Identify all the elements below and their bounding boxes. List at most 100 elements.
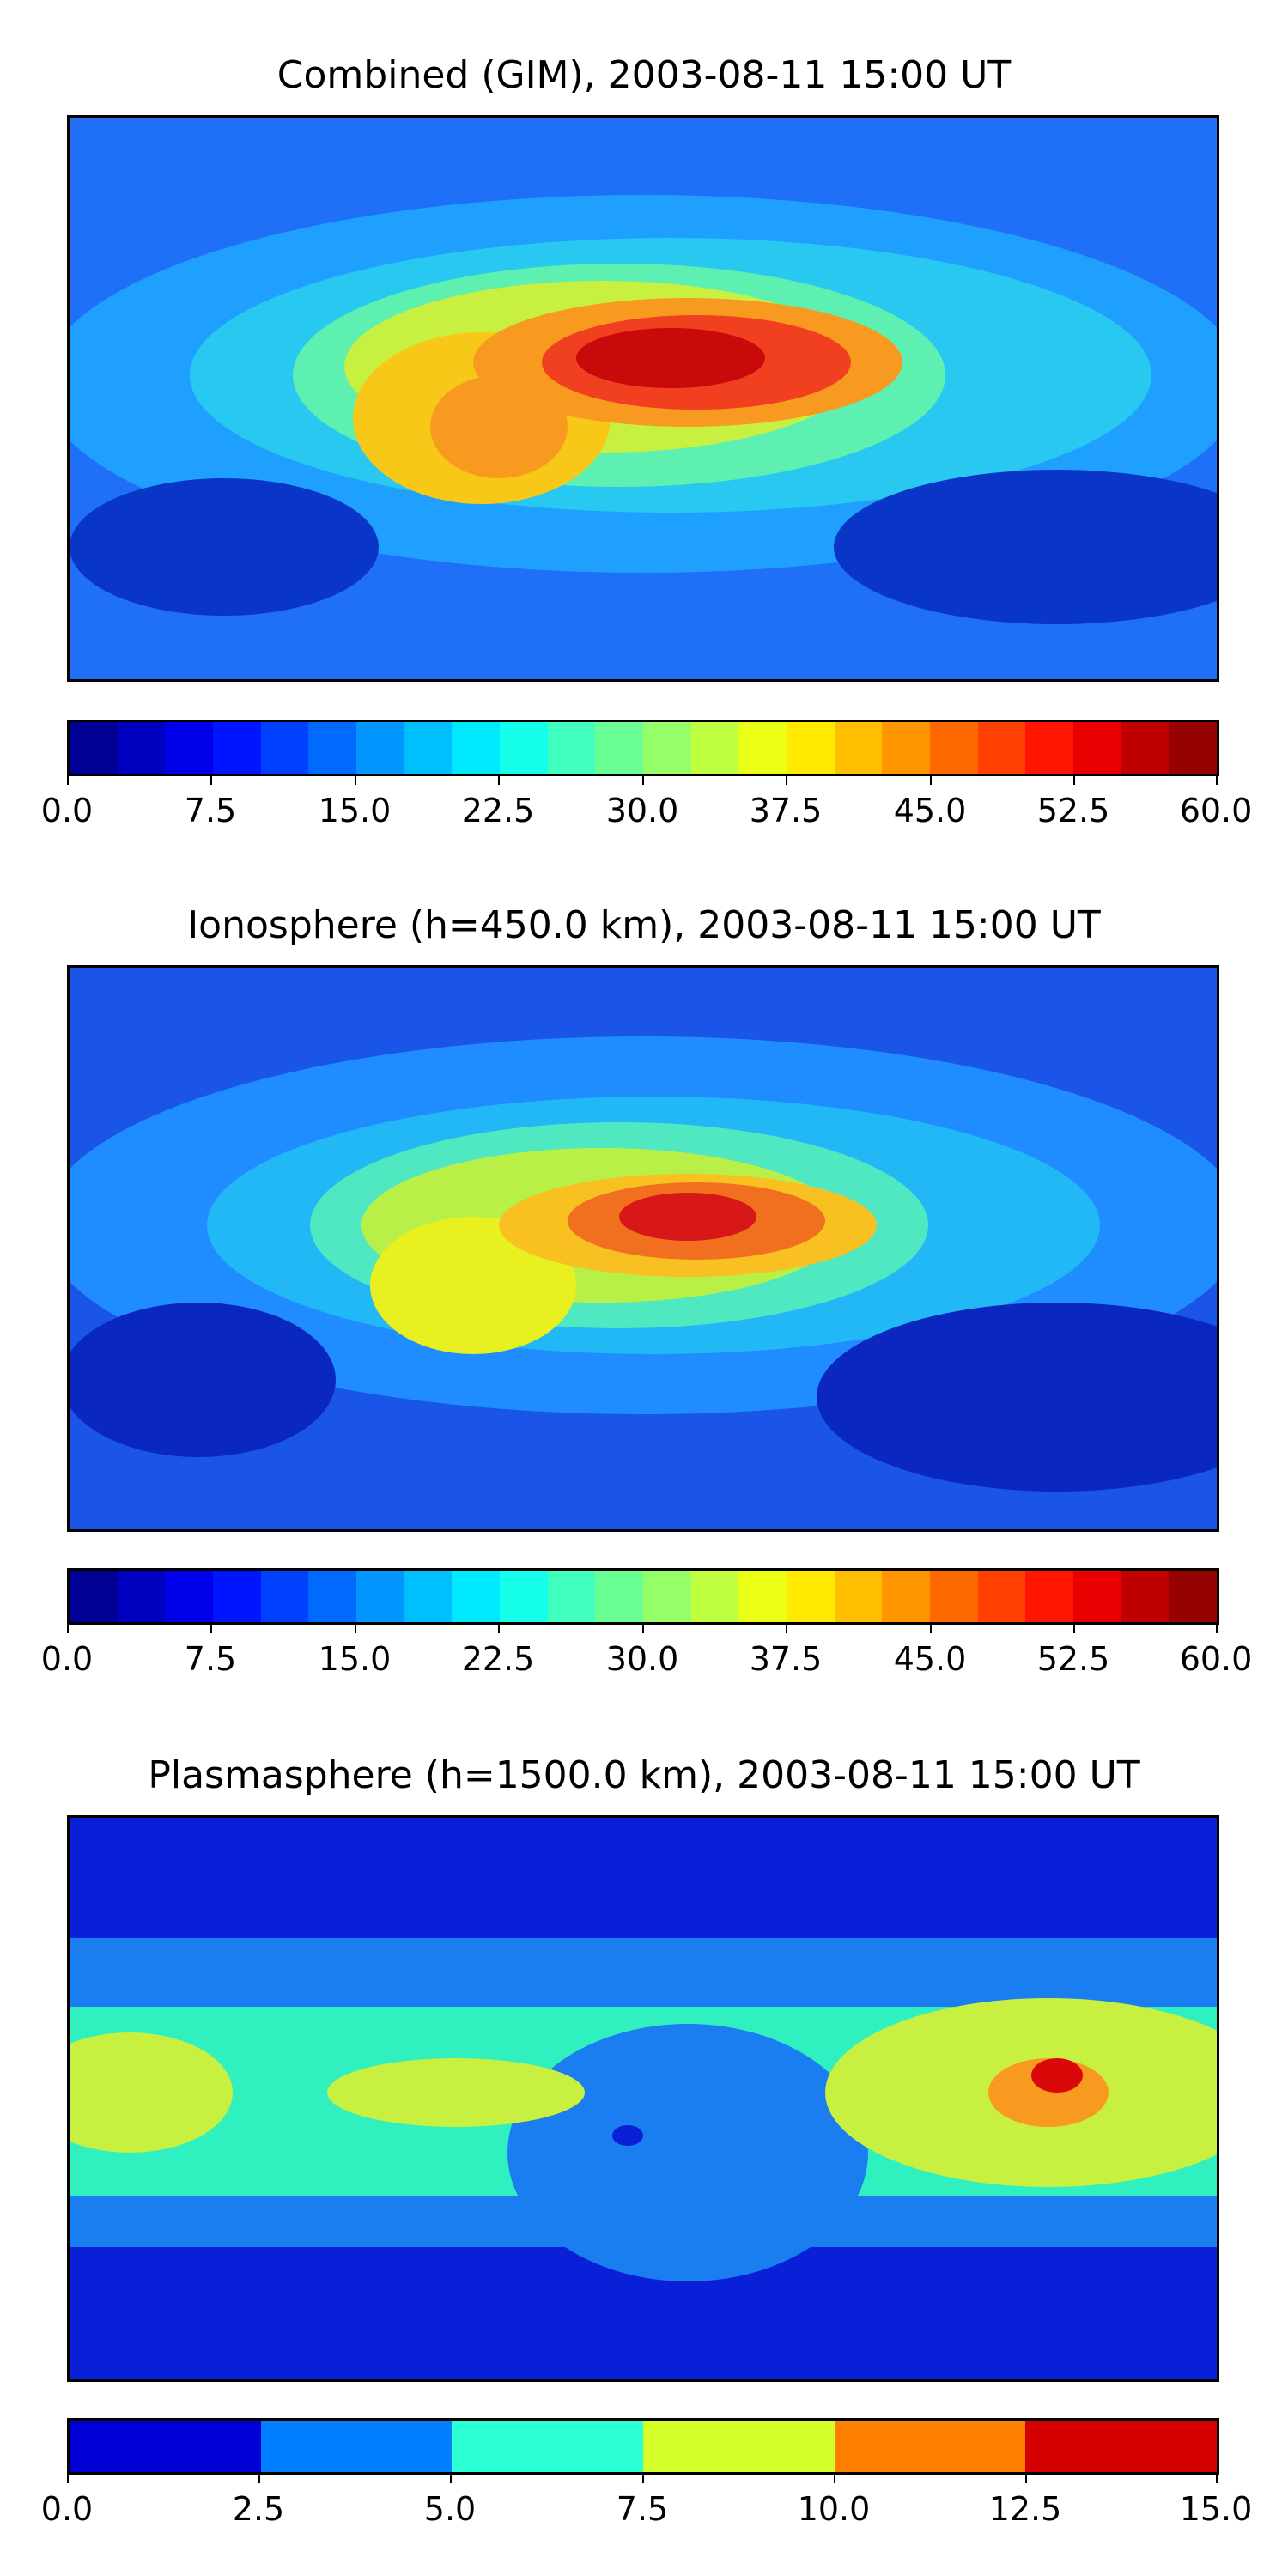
colorbar-tick-label: 2.5 (232, 2490, 285, 2528)
colorbar-segment (643, 722, 691, 774)
colorbar-segment (213, 1571, 261, 1622)
field-contour (70, 478, 379, 616)
colorbar-ticks: 0.0 7.5 15.0 22.5 30.0 37.5 45.0 52.5 60… (41, 776, 1252, 829)
map-svg (70, 968, 1217, 1529)
colorbar-tick-label: 7.5 (616, 2490, 669, 2528)
colorbar-segment (70, 722, 118, 774)
colorbar-segment (834, 1571, 883, 1622)
colorbar-tick (355, 776, 356, 785)
colorbar-tick (1216, 776, 1218, 785)
field-contour (1031, 2058, 1083, 2093)
colorbar-segment (1025, 1571, 1074, 1622)
colorbar-tick (1216, 1625, 1218, 1633)
colorbar-segment (1073, 1571, 1121, 1622)
chart-title: Plasmasphere (h=1500.0 km), 2003-08-11 1… (148, 1753, 1140, 1797)
colorbar-tick-label: 5.0 (423, 2490, 477, 2528)
colorbar-segment (452, 2421, 644, 2472)
field-contour (327, 2058, 585, 2127)
colorbar-segment (977, 722, 1026, 774)
colorbar-segment (165, 722, 214, 774)
field-contour (619, 1193, 756, 1241)
field-contour (817, 1303, 1217, 1492)
colorbar-segment (1073, 722, 1121, 774)
colorbar-tick (498, 776, 500, 785)
colorbar-tick (210, 1625, 212, 1633)
colorbar-segment (452, 1571, 501, 1622)
colorbar-tick (1025, 2475, 1027, 2483)
colorbar-segment (1121, 722, 1170, 774)
colorbar-segment (356, 1571, 404, 1622)
colorbar-tick-label: 22.5 (461, 1640, 535, 1678)
colorbar-segment (70, 1571, 118, 1622)
colorbar-segment (1025, 722, 1074, 774)
colorbar-segment (500, 722, 548, 774)
colorbar-segment (595, 1571, 644, 1622)
colorbar-tick (355, 1625, 356, 1633)
heatmap-panel (67, 115, 1219, 682)
colorbar-segment (595, 722, 644, 774)
colorbar-tick (786, 776, 787, 785)
colorbar-tick (258, 2475, 260, 2483)
colorbar-segment (356, 722, 404, 774)
colorbar-segment (882, 722, 931, 774)
field-contour (576, 328, 765, 388)
colorbar-segment (690, 722, 739, 774)
colorbar-tick-label: 52.5 (1036, 1640, 1110, 1678)
colorbar-ticks: 0.0 7.5 15.0 22.5 30.0 37.5 45.0 52.5 60… (41, 1625, 1252, 1678)
colorbar-segment (547, 722, 596, 774)
colorbar-tick (450, 2475, 452, 2483)
colorbar (67, 2418, 1219, 2475)
field-contour (507, 2024, 868, 2281)
colorbar-tick-label: 15.0 (1179, 2490, 1253, 2528)
colorbar-tick-label: 15.0 (318, 1640, 392, 1678)
colorbar-segment (404, 722, 453, 774)
colorbar-tick-label: 45.0 (893, 792, 967, 829)
colorbar-segment (404, 1571, 453, 1622)
map-svg (70, 118, 1217, 679)
colorbar-segment (882, 1571, 931, 1622)
colorbar-tick-label: 37.5 (749, 792, 823, 829)
colorbar-tick (67, 1625, 69, 1633)
colorbar-segment (1121, 1571, 1170, 1622)
colorbar-segment (70, 2421, 261, 2472)
colorbar-segment (930, 722, 978, 774)
colorbar-tick (930, 776, 932, 785)
colorbar-tick-label: 30.0 (605, 792, 679, 829)
colorbar-segment (977, 1571, 1026, 1622)
colorbar-tick-label: 0.0 (40, 1640, 94, 1678)
colorbar-tick-label: 60.0 (1179, 1640, 1253, 1678)
colorbar-segment (834, 2421, 1026, 2472)
colorbar-tick-label: 0.0 (40, 2490, 94, 2528)
colorbar-tick-label: 12.5 (988, 2490, 1062, 2528)
colorbar-tick-label: 15.0 (318, 792, 392, 829)
colorbar-segment (547, 1571, 596, 1622)
colorbar-tick-label: 22.5 (461, 792, 535, 829)
colorbar-segment (117, 722, 166, 774)
colorbar-segment (500, 1571, 548, 1622)
colorbar-tick (67, 776, 69, 785)
map-svg (70, 1818, 1217, 2379)
colorbar-segment (834, 722, 883, 774)
colorbar-tick-label: 37.5 (749, 1640, 823, 1678)
colorbar-segment (643, 2421, 835, 2472)
colorbar-tick-label: 0.0 (40, 792, 94, 829)
colorbar-tick (210, 776, 212, 785)
heatmap-panel (67, 965, 1219, 1532)
colorbar-segment (787, 1571, 835, 1622)
colorbar (67, 720, 1219, 776)
chart-title: Ionosphere (h=450.0 km), 2003-08-11 15:0… (187, 903, 1101, 947)
colorbar-segment (1169, 1571, 1217, 1622)
colorbar-tick (834, 2475, 835, 2483)
colorbar-tick (930, 1625, 932, 1633)
colorbar-segment (117, 1571, 166, 1622)
colorbar-segment (787, 722, 835, 774)
colorbar-segment (930, 1571, 978, 1622)
colorbar-segment (643, 1571, 691, 1622)
field-contour (834, 470, 1217, 624)
chart-title: Combined (GIM), 2003-08-11 15:00 UT (276, 53, 1012, 97)
colorbar-segment (738, 722, 787, 774)
colorbar-tick-label: 60.0 (1179, 792, 1253, 829)
colorbar-tick-label: 30.0 (605, 1640, 679, 1678)
colorbar-tick (1073, 1625, 1075, 1633)
colorbar-tick-label: 45.0 (893, 1640, 967, 1678)
